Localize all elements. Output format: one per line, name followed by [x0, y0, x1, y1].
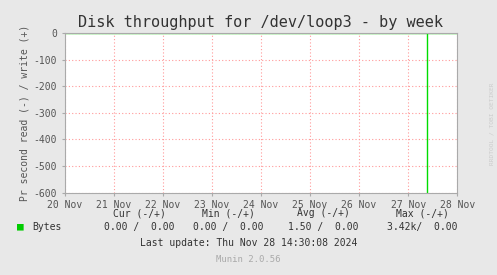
Text: 1.50 /  0.00: 1.50 / 0.00 [288, 222, 358, 232]
Y-axis label: Pr second read (-) / write (+): Pr second read (-) / write (+) [19, 25, 29, 201]
Text: Max (-/+): Max (-/+) [396, 208, 449, 218]
Text: RRDTOOL / TOBI OETIKER: RRDTOOL / TOBI OETIKER [490, 82, 495, 165]
Text: Munin 2.0.56: Munin 2.0.56 [216, 255, 281, 264]
Text: Avg (-/+): Avg (-/+) [297, 208, 349, 218]
Text: Cur (-/+): Cur (-/+) [113, 208, 166, 218]
Text: 0.00 /  0.00: 0.00 / 0.00 [104, 222, 174, 232]
Title: Disk throughput for /dev/loop3 - by week: Disk throughput for /dev/loop3 - by week [79, 15, 443, 31]
Text: ■: ■ [17, 222, 24, 232]
Text: Min (-/+): Min (-/+) [202, 208, 255, 218]
Text: Bytes: Bytes [32, 222, 62, 232]
Text: 0.00 /  0.00: 0.00 / 0.00 [193, 222, 264, 232]
Text: Last update: Thu Nov 28 14:30:08 2024: Last update: Thu Nov 28 14:30:08 2024 [140, 238, 357, 248]
Text: 3.42k/  0.00: 3.42k/ 0.00 [387, 222, 458, 232]
